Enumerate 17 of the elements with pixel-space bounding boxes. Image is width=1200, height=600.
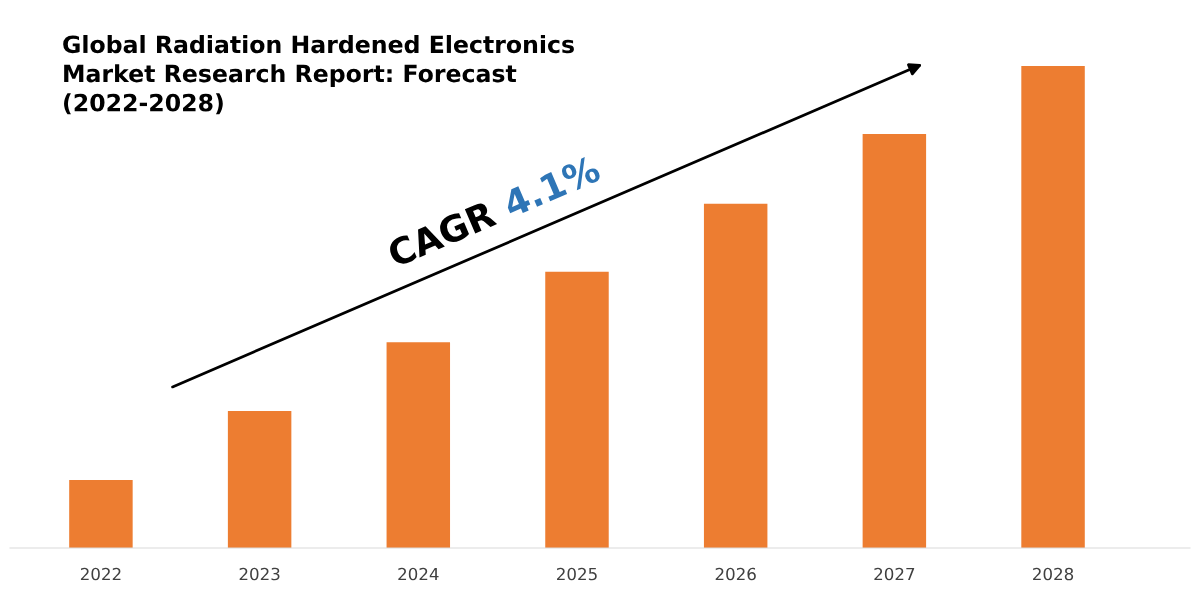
x-tick-label: 2027 [874,567,915,581]
bar [545,271,609,548]
bar [227,411,292,548]
x-tick-label: 2023 [239,567,280,581]
x-tick-label: 2025 [557,567,597,581]
bar [386,342,451,548]
x-tick-label: 2026 [715,567,756,581]
x-tick-label: 2024 [398,567,439,581]
annotation: CAGR [386,199,498,268]
bar [862,133,927,548]
x-tick-label: 2028 [1033,567,1074,581]
bar [703,203,768,548]
annotation: 4.1% [501,154,602,219]
x-tick-label: 2022 [80,567,121,581]
bar [1021,66,1085,548]
bar [69,480,133,548]
chart-title: Global Radiation Hardened Electronics Market Research Report: Forecast (2022-2028) [63,35,574,115]
